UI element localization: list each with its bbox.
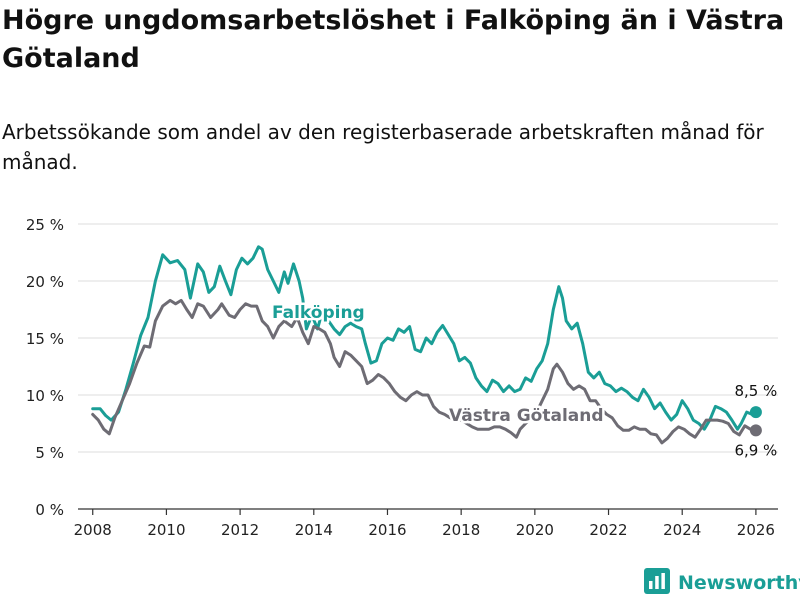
x-tick-label: 2018 xyxy=(442,521,480,539)
x-tick-label: 2010 xyxy=(147,521,185,539)
falkoping-line xyxy=(91,245,758,431)
svg-text:Västra Götaland: Västra Götaland xyxy=(449,406,604,426)
x-tick-label: 2008 xyxy=(74,521,112,539)
vastra-gotaland-line xyxy=(91,298,758,445)
y-tick-label: 25 % xyxy=(26,216,64,234)
x-tick-label: 2022 xyxy=(589,521,627,539)
newsworthy-logo[interactable]: Newsworthy xyxy=(644,568,800,598)
x-tick-label: 2026 xyxy=(737,521,775,539)
x-tick-label: 2012 xyxy=(221,521,259,539)
falkoping-end-label: 8,5 % xyxy=(734,382,777,400)
y-tick-label: 10 % xyxy=(26,387,64,405)
axes: 0 % 5 % 10 % 15 % 20 % 25 % 2008 2010 2012 2014 20… xyxy=(26,216,778,539)
svg-text:Falköping: Falköping xyxy=(272,303,365,323)
x-tick-label: 2024 xyxy=(663,521,701,539)
vastra-gotaland-end-label: 6,9 % xyxy=(734,441,777,459)
svg-text:Falköping: Falköping xyxy=(272,303,365,323)
x-tick-label: 2014 xyxy=(295,521,333,539)
vastra-gotaland-end-dot xyxy=(749,424,762,437)
y-tick-label: 0 % xyxy=(35,501,64,519)
chart-subtitle: Arbetssökande som andel av den registerb… xyxy=(2,120,764,174)
y-tick-label: 20 % xyxy=(26,273,64,291)
y-tick-label: 15 % xyxy=(26,330,64,348)
svg-text:Västra Götaland: Västra Götaland xyxy=(449,406,604,426)
y-tick-label: 5 % xyxy=(35,444,64,462)
bar-chart-icon xyxy=(644,568,670,598)
x-tick-label: 2016 xyxy=(368,521,406,539)
x-tick-label: 2020 xyxy=(516,521,554,539)
brand-name: Newsworthy xyxy=(678,572,800,594)
chart-title: Högre ungdomsarbetslöshet i Falköping än… xyxy=(2,5,785,74)
falkoping-end-dot xyxy=(749,406,762,419)
series-lines xyxy=(91,245,758,445)
